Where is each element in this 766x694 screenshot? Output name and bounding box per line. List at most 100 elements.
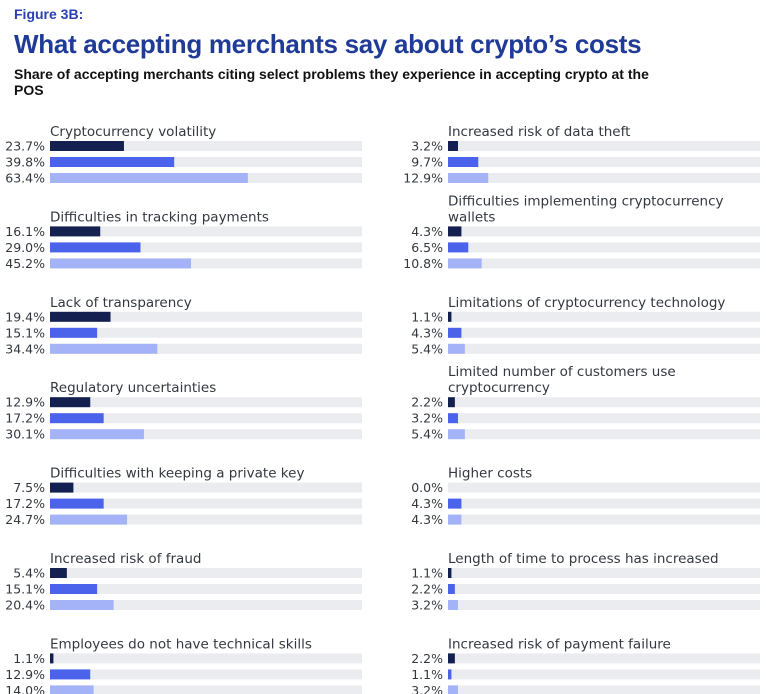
bar-track <box>448 173 760 183</box>
category-label: Difficulties implementing cryptocurrency <box>448 193 724 209</box>
bar-track <box>448 242 760 253</box>
bar <box>448 327 462 338</box>
bar <box>50 141 124 151</box>
bar-track <box>50 685 362 694</box>
bar-track <box>448 157 760 167</box>
bar-track <box>50 653 362 664</box>
bar-track <box>50 429 362 440</box>
bar-track <box>448 498 760 509</box>
bar-track <box>50 584 362 594</box>
chart-title: What accepting merchants say about crypt… <box>14 29 642 59</box>
category-label: Increased risk of payment failure <box>448 636 671 652</box>
bar <box>50 429 144 440</box>
bar <box>448 413 458 424</box>
bar <box>448 226 462 237</box>
value-label: 2.2% <box>411 582 443 597</box>
category-label: cryptocurrency <box>448 380 550 396</box>
value-label: 4.3% <box>411 224 443 239</box>
bar-track <box>50 226 362 237</box>
value-label: 4.3% <box>411 325 443 340</box>
bar <box>50 514 128 525</box>
bar-track <box>50 568 362 578</box>
bar <box>50 157 175 167</box>
bar <box>50 258 192 269</box>
bar <box>448 584 455 594</box>
bar <box>50 600 114 610</box>
value-label: 14.0% <box>5 683 45 694</box>
value-label: 4.3% <box>411 512 443 527</box>
value-label: 3.2% <box>411 411 443 426</box>
value-label: 29.0% <box>5 240 45 255</box>
bar-track <box>50 482 362 493</box>
value-label: 7.5% <box>13 480 45 495</box>
bar-track <box>448 568 760 578</box>
bar <box>448 173 489 183</box>
value-label: 15.1% <box>5 582 45 597</box>
category-label: Difficulties in tracking payments <box>50 209 269 225</box>
bar <box>448 343 465 354</box>
bar <box>448 568 452 578</box>
category-label: Regulatory uncertainties <box>50 380 216 396</box>
bar-track <box>50 141 362 151</box>
value-label: 1.1% <box>411 566 443 581</box>
bar-track <box>448 327 760 338</box>
category-label: Length of time to process has increased <box>448 551 719 567</box>
chart-subtitle: Share of accepting merchants citing sele… <box>14 66 649 98</box>
bar-track <box>50 498 362 509</box>
value-label: 30.1% <box>5 427 45 442</box>
bar <box>50 173 248 183</box>
bar-track <box>50 397 362 408</box>
value-label: 3.2% <box>411 139 443 154</box>
bar <box>50 343 158 354</box>
bar-track <box>448 514 760 525</box>
value-label: 10.8% <box>403 256 443 271</box>
value-label: 45.2% <box>5 256 45 271</box>
value-label: 1.1% <box>411 309 443 324</box>
bar <box>448 157 479 167</box>
bar <box>448 653 455 664</box>
value-label: 4.3% <box>411 496 443 511</box>
bar-track <box>50 669 362 680</box>
bar-track <box>50 258 362 269</box>
category-label: Higher costs <box>448 466 532 482</box>
category-label: Increased risk of data theft <box>448 124 630 140</box>
value-label: 2.2% <box>411 651 443 666</box>
bar-track <box>448 482 760 493</box>
bar <box>448 141 458 151</box>
value-label: 63.4% <box>5 171 45 186</box>
bar <box>50 498 104 509</box>
bar <box>50 568 67 578</box>
value-label: 16.1% <box>5 224 45 239</box>
figure-label: Figure 3B: <box>14 6 84 22</box>
bar-track <box>50 600 362 610</box>
bar-track <box>448 653 760 664</box>
value-label: 1.1% <box>411 667 443 682</box>
bar <box>448 258 482 269</box>
bar-track <box>448 600 760 610</box>
bar <box>50 311 111 322</box>
bar-track <box>448 343 760 354</box>
value-label: 5.4% <box>13 566 45 581</box>
value-label: 2.2% <box>411 395 443 410</box>
bar-track <box>50 343 362 354</box>
bar <box>448 600 458 610</box>
bar <box>50 653 54 664</box>
category-label: Difficulties with keeping a private key <box>50 466 304 482</box>
value-label: 23.7% <box>5 139 45 154</box>
bar <box>50 226 101 237</box>
bar <box>448 685 458 694</box>
value-label: 1.1% <box>13 651 45 666</box>
category-label: Employees do not have technical skills <box>50 636 312 652</box>
bar <box>50 327 98 338</box>
category-label: Lack of transparency <box>50 295 192 311</box>
value-label: 5.4% <box>411 427 443 442</box>
bar <box>448 242 469 253</box>
value-label: 17.2% <box>5 496 45 511</box>
bar-track <box>50 327 362 338</box>
bar-track <box>448 685 760 694</box>
bar-track <box>50 311 362 322</box>
category-label: Increased risk of fraud <box>50 551 201 567</box>
bar <box>448 498 462 509</box>
value-label: 34.4% <box>5 341 45 356</box>
